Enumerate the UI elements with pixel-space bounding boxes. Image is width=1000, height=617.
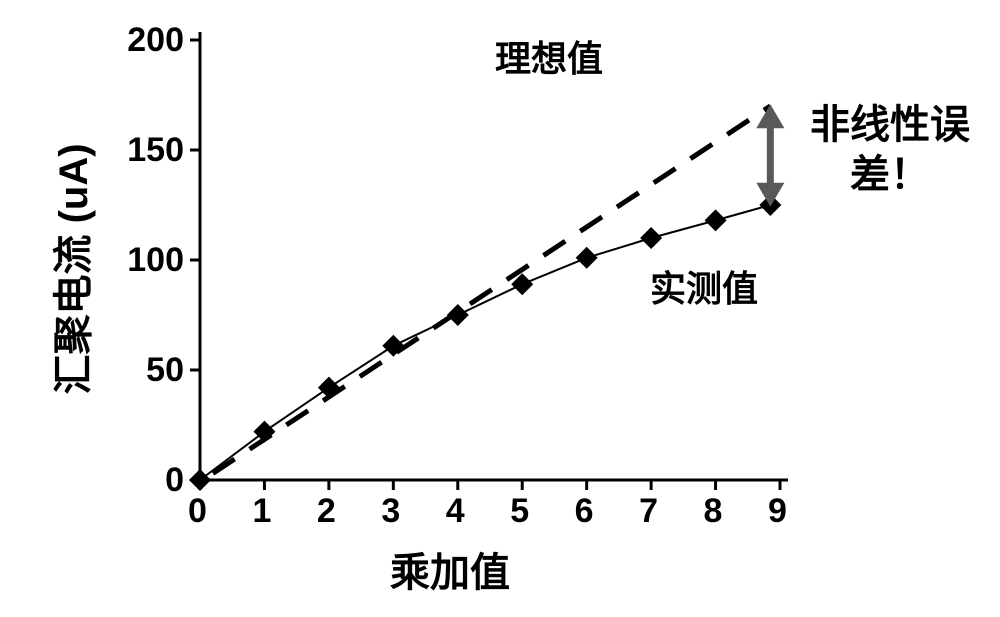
- error-arrow-head-top: [756, 104, 784, 128]
- x-tick-label: 9: [768, 492, 787, 531]
- x-tick-label: 8: [704, 492, 723, 531]
- measured-marker: [189, 469, 211, 491]
- measured-marker: [576, 247, 598, 269]
- x-tick-label: 3: [381, 492, 400, 531]
- measured-marker: [382, 335, 404, 357]
- x-tick-label: 7: [639, 492, 658, 531]
- measured-line: [200, 205, 770, 480]
- chart-root: 汇聚电流 (uA) 乘加值 理想值 实测值 非线性误 差！ 0 1 2 3 4 5 6 7 8 9…: [0, 0, 1000, 617]
- error-arrow-head-bottom: [756, 183, 784, 207]
- measured-marker: [640, 227, 662, 249]
- chart-svg: [0, 0, 1000, 617]
- y-axis-label: 汇聚电流 (uA): [41, 119, 99, 419]
- nonlinearity-error-line1: 非线性误: [810, 100, 970, 150]
- y-tick-label: 200: [127, 21, 184, 60]
- x-tick-label: 5: [510, 492, 529, 531]
- x-tick-label: 2: [317, 492, 336, 531]
- x-tick-label: 4: [446, 492, 465, 531]
- ideal-series-label: 理想值: [495, 30, 603, 82]
- x-tick-label: 6: [575, 492, 594, 531]
- x-axis-label: 乘加值: [390, 540, 510, 598]
- y-tick-label: 50: [146, 351, 184, 390]
- measured-marker: [253, 421, 275, 443]
- x-tick-label: 1: [252, 492, 271, 531]
- y-tick-label: 150: [127, 131, 184, 170]
- y-tick-label: 100: [127, 241, 184, 280]
- y-tick-label: 0: [165, 461, 184, 500]
- measured-marker: [447, 304, 469, 326]
- measured-marker: [705, 209, 727, 231]
- measured-marker: [318, 377, 340, 399]
- measured-series-label: 实测值: [650, 260, 758, 312]
- nonlinearity-error-annotation: 非线性误 差！: [810, 100, 970, 200]
- x-tick-label: 0: [188, 492, 207, 531]
- nonlinearity-error-line2: 差！: [810, 150, 970, 200]
